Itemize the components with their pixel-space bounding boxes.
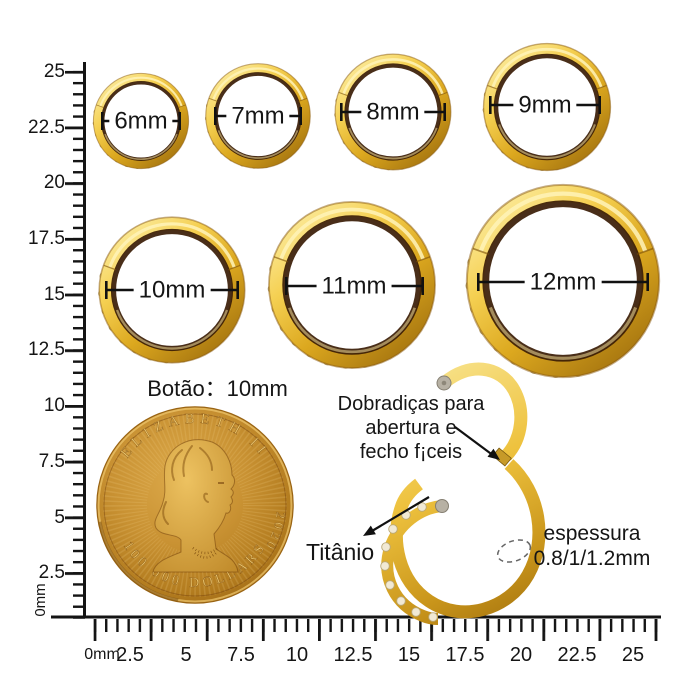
ring-size-label-9mm: 9mm — [513, 92, 577, 118]
material-label: Titânio — [306, 539, 375, 565]
hinge — [492, 447, 512, 467]
coin-caption: Botão：10mm — [147, 376, 288, 401]
v-ruler-label-5: 5 — [54, 507, 65, 528]
open-hoop-crystal — [380, 499, 449, 625]
ring-size-label-11mm: 11mm — [316, 273, 392, 299]
v-ruler-label-7-5: 7.5 — [38, 451, 65, 472]
h-ruler-label-25: 25 — [621, 644, 645, 666]
h-ruler-label-20: 20 — [509, 644, 533, 666]
ring-size-label-6mm: 6mm — [109, 108, 173, 134]
hinge-note-line3: fecho f¡ceis — [359, 441, 463, 463]
thickness-note: espessura 0.8/1/1.2mm — [517, 521, 667, 571]
h-ruler-label-7-5: 7.5 — [227, 644, 255, 666]
open-end-cap — [435, 499, 449, 513]
v-ruler-label-10: 10 — [43, 395, 65, 416]
v-ruler-label-15: 15 — [43, 284, 65, 305]
crystals — [380, 502, 438, 622]
hinge-note-line2: abertura e — [365, 417, 457, 439]
ring-size-label-10mm: 10mm — [133, 277, 211, 303]
h-ruler-label-22-5: 22.5 — [557, 644, 597, 666]
h-ruler-label-15: 15 — [397, 644, 421, 666]
ring-size-label-8mm: 8mm — [361, 99, 425, 125]
hinge-note: Dobradiças para abertura e fecho f¡ceis — [331, 392, 491, 464]
v-ruler-label-17-5: 17.5 — [28, 228, 65, 249]
h-ruler-label-17-5: 17.5 — [445, 644, 485, 666]
vertical-ruler — [65, 62, 86, 619]
ring-size-label-12mm: 12mm — [524, 269, 602, 295]
v-ruler-label-20: 20 — [43, 172, 65, 193]
horizontal-ruler — [51, 615, 661, 641]
v-ruler-label-2-5: 2.5 — [38, 562, 65, 583]
ring-size-label-7mm: 7mm — [226, 103, 290, 129]
annotation-arrows — [363, 426, 500, 536]
v-ruler-label-25: 25 — [43, 61, 65, 82]
hinge-note-line1: Dobradiças para — [337, 393, 485, 415]
titanium-arrow — [363, 496, 430, 536]
hinge-arrow — [454, 426, 500, 460]
v-ruler-label-12-5: 12.5 — [28, 339, 65, 360]
thickness-line2: 0.8/1/1.2mm — [533, 547, 651, 570]
thickness-line1: espessura — [543, 522, 641, 545]
h-ruler-label-12-5: 12.5 — [333, 644, 373, 666]
queen-profile — [152, 439, 239, 573]
h-ruler-label-2-5: 2.5 — [116, 644, 144, 666]
v-ruler-zero-label: 0mm — [32, 583, 50, 617]
coin: ELIZABETH II 100 000 DOLLARS 2020 — [96, 406, 294, 604]
h-ruler-label-0mm: 0mm — [84, 646, 120, 663]
thickness-callout-ellipse — [496, 539, 532, 563]
v-ruler-label-22-5: 22.5 — [28, 117, 65, 138]
h-ruler-label-5: 5 — [180, 644, 192, 666]
h-ruler-label-10: 10 — [285, 644, 309, 666]
open-hoop-plain — [389, 362, 546, 619]
